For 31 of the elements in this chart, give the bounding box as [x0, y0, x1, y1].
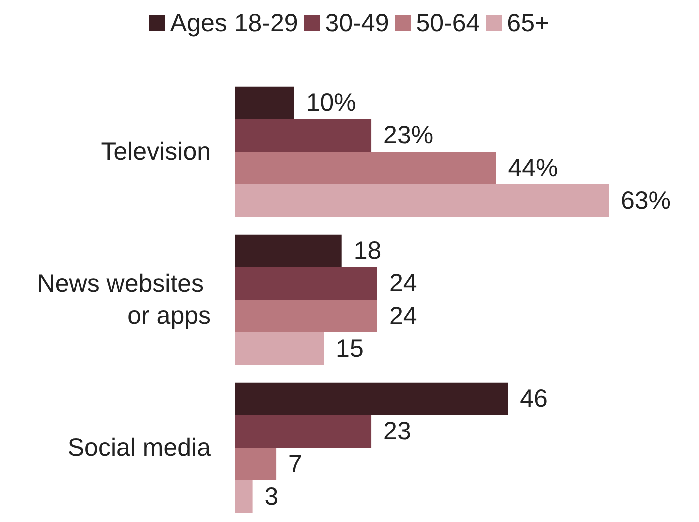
- y-tick-label: Television: [101, 138, 211, 166]
- data-label: 15: [336, 334, 364, 363]
- bar: [235, 267, 378, 300]
- data-label: 7: [288, 450, 302, 478]
- legend-label: 50-64: [416, 10, 480, 38]
- data-label: 10%: [306, 89, 356, 118]
- data-label: 46: [520, 385, 548, 414]
- data-label: 44%: [508, 154, 558, 182]
- bar: [235, 119, 372, 152]
- legend-label: 65+: [507, 10, 550, 38]
- bar: [235, 415, 372, 448]
- bar: [235, 86, 294, 120]
- data-label: 23%: [384, 122, 434, 150]
- legend-label: 30-49: [325, 10, 390, 38]
- bar: [235, 332, 324, 366]
- data-label: 18: [354, 237, 382, 266]
- bar: [235, 152, 496, 185]
- bar: [235, 382, 508, 416]
- legend-label: Ages 18-29: [170, 10, 298, 38]
- data-label: 3: [264, 482, 279, 511]
- bar: [235, 448, 277, 481]
- y-tick-label: News websites or apps: [37, 270, 211, 330]
- data-label: 24: [389, 302, 418, 330]
- bar: [235, 234, 342, 268]
- bar: [235, 300, 378, 333]
- data-label: 23: [384, 418, 412, 446]
- bar: [235, 184, 609, 218]
- data-label: 24: [389, 270, 418, 298]
- data-label: 63%: [621, 186, 672, 215]
- y-tick-label: Social media: [68, 434, 212, 462]
- bar: [235, 480, 253, 514]
